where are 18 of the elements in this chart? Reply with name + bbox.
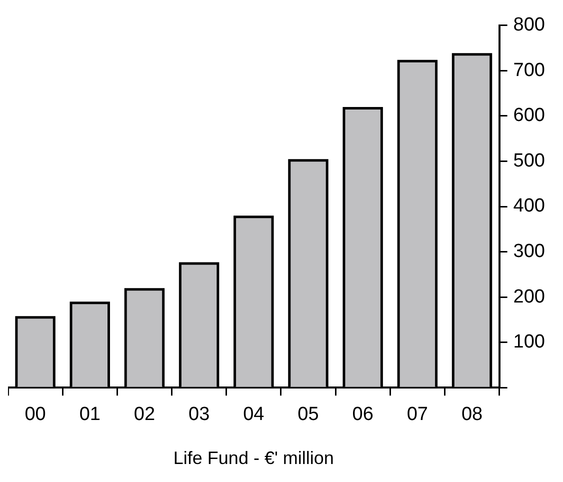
x-tick-label: 03: [188, 404, 210, 426]
y-tick-label: 800: [513, 14, 545, 36]
x-tick-label: 07: [406, 404, 428, 426]
x-tick-label: 06: [352, 404, 374, 426]
x-tick-label: 00: [24, 404, 46, 426]
x-tick-label: 04: [243, 404, 265, 426]
y-tick-label: 200: [513, 286, 545, 308]
x-tick-label: 05: [298, 404, 319, 426]
y-tick-label: 700: [513, 60, 545, 81]
x-tick-label: 02: [134, 404, 156, 426]
x-tick-label: 08: [461, 404, 483, 426]
x-tick-label: 01: [79, 404, 100, 426]
y-tick-label: 300: [513, 241, 545, 262]
y-tick-label: 100: [513, 332, 545, 353]
x-axis-title: Life Fund - €' million: [173, 448, 334, 468]
y-tick-label: 500: [513, 150, 545, 172]
y-tick-label: 400: [513, 196, 545, 217]
y-tick-label: 600: [513, 105, 545, 126]
